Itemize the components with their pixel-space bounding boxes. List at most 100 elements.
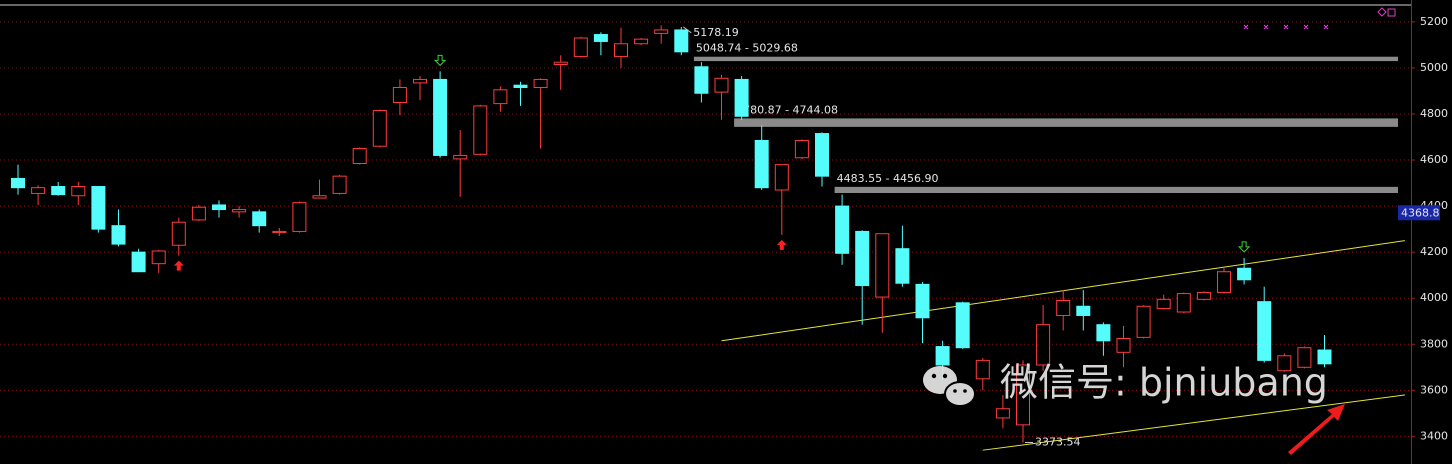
candle-body [955,302,970,349]
candle-body [1317,349,1332,365]
candle-body [815,133,829,177]
candle-body [493,89,508,105]
candle-body [915,283,930,319]
logo [931,373,937,379]
top-icons [1377,7,1396,17]
gap-label: 4483.55 - 4456.90 [837,172,939,185]
y-tick-label: 4600 [1420,153,1448,166]
sell-arrow [1237,241,1251,253]
logo [944,381,976,407]
last-price-label: 4368.8 [1401,206,1440,219]
candle-body [533,78,548,89]
y-tick-label: 4000 [1420,291,1448,304]
candle-body [191,206,206,221]
logo [963,389,967,393]
y-tick-label: 3400 [1420,429,1448,442]
logo [953,389,957,393]
candle-body [895,248,910,284]
icon [1387,8,1396,17]
candle-body [794,139,809,159]
candle-body [1196,291,1211,300]
plot: 3400360038004000420044004600480050005200… [0,15,1448,451]
gap-zone [734,118,1398,127]
candle-body [694,66,709,94]
candle-body [91,186,106,230]
candle-body [11,177,25,189]
candle-body [433,78,448,156]
candle-body [1036,324,1051,366]
buy-arrow [776,239,787,250]
y-tick-label: 5200 [1420,15,1448,28]
candle-body [1136,305,1151,338]
gap-label: 5048.74 - 5029.68 [696,42,798,55]
candle-body [453,154,468,160]
candle-body [754,139,769,189]
watermark-text: 微信号: bjniubang [1000,361,1328,405]
candle-body [1096,324,1111,342]
candle-body [131,251,146,273]
candle-body [593,34,608,42]
candle-body [935,346,950,366]
candle-body [1016,364,1030,426]
candle-body [413,78,427,84]
candle-body [674,29,689,53]
candle-body [1116,338,1131,353]
candle-body [392,87,407,103]
candle-body [654,29,669,34]
candle-body [1257,301,1272,361]
sell-arrow [433,54,447,67]
candle-body [312,195,327,199]
candle-body [1217,271,1231,293]
candle-body [232,209,247,213]
candle-body [1297,347,1312,368]
candle-body [1056,300,1071,316]
trend-line [982,394,1405,451]
candle-body [111,225,126,245]
candle-body [71,186,86,197]
markers [1243,24,1329,30]
y-tick-label: 3600 [1420,383,1448,396]
buy-arrow [173,260,184,271]
y-tick-label: 4800 [1420,107,1448,120]
logo [942,373,948,379]
candle-body [292,202,307,232]
icon [1377,7,1387,17]
candle-body [835,205,850,254]
candle-body [1237,267,1252,281]
y-tick-label: 5000 [1420,61,1448,74]
candle-body [51,186,66,196]
last-price-box [1398,205,1440,221]
y-tick-label: 3800 [1420,337,1448,350]
candle-body [573,37,588,57]
candle-body [332,175,347,194]
gap-zone [834,186,1398,193]
candle-body [1176,293,1191,313]
gap-zone [693,56,1398,62]
candle-body [272,230,287,234]
candle-body [634,38,649,45]
candle-body [352,148,367,164]
candle-body [774,164,789,191]
candle-body [1277,355,1292,372]
marker-x [1243,24,1329,30]
candle-body [372,110,387,147]
candle-body [975,359,990,380]
candle-body [212,204,226,211]
y-tick-label: 4200 [1420,245,1448,258]
candle-body [1076,305,1091,316]
watermark: 微信号: bjniubang [923,361,1328,407]
pointer-arrow [1288,404,1345,455]
candle-body [875,233,890,298]
candle-body [614,43,628,57]
candle-body [513,84,528,89]
annotation-label: 5178.19 [693,26,739,39]
candle-body [734,78,749,117]
annotation-leader [682,26,692,34]
candle-body [151,250,166,265]
candle-body [714,77,729,93]
candle-body [31,187,46,194]
gap-label: 4780.87 - 4744.08 [736,103,838,116]
